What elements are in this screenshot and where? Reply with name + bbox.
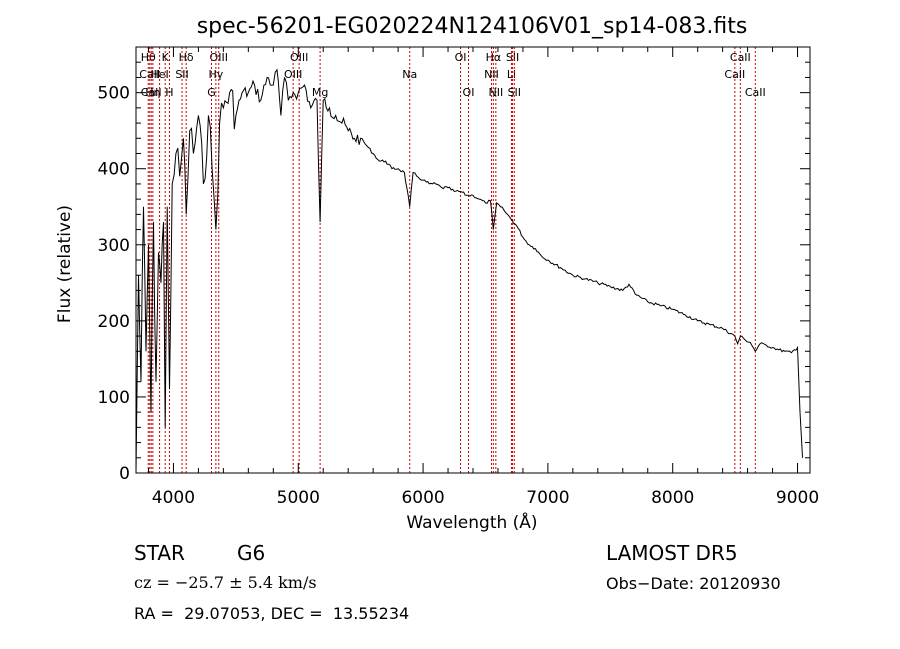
x-tick-label-3: 7000 [526, 488, 569, 508]
y-tick-label-4: 400 [98, 160, 130, 180]
y-axis-label: Flux (relative) [55, 205, 75, 323]
chart-title: spec-56201-EG020224N124106V01_sp14-083.f… [197, 14, 748, 39]
coordinates: RA = 29.07053, DEC = 13.55234 [134, 604, 410, 623]
y-tick-label-5: 500 [98, 84, 130, 104]
axis-ticks: 4000 5000 6000 7000 8000 9000 0 100 200 300 400 500 [98, 47, 819, 508]
line-label-3: Hη [145, 86, 160, 99]
x-tick-label-1: 5000 [277, 488, 320, 508]
emission-line-markers: HθCaIICaIIHηKHeIHHδSIIOIIIHγGOIIIOIIIMgN… [139, 47, 766, 473]
line-label-26: CaII [745, 86, 766, 99]
line-label-20: NII [488, 86, 503, 99]
line-label-12: OIII [290, 51, 308, 64]
line-label-7: Hδ [179, 51, 194, 64]
line-label-5: HeI [150, 68, 168, 81]
redshift-velocity: cz = −25.7 ± 5.4 km/s [134, 573, 317, 592]
spectrum-series [135, 68, 803, 474]
object-class: STAR [134, 541, 185, 565]
line-label-25: CaII [724, 68, 745, 81]
line-label-22: Li [507, 68, 516, 81]
y-tick-label-0: 0 [119, 464, 130, 484]
line-label-21: SII [506, 51, 519, 64]
line-label-11: G [207, 86, 216, 99]
line-label-9: OIII [210, 51, 228, 64]
line-label-13: OIII [284, 68, 302, 81]
x-tick-label-0: 4000 [152, 488, 195, 508]
line-label-18: Hα [486, 51, 502, 64]
line-label-17: OI [463, 86, 475, 99]
y-tick-label-1: 100 [98, 388, 130, 408]
observation-date: Obs−Date: 20120930 [606, 574, 781, 593]
line-label-6: H [165, 86, 173, 99]
line-label-16: OI [455, 51, 467, 64]
survey-name: LAMOST DR5 [606, 541, 738, 565]
x-tick-label-5: 9000 [776, 488, 819, 508]
x-tick-label-4: 8000 [651, 488, 694, 508]
line-label-0: Hθ [141, 51, 156, 64]
line-label-19: NII [484, 68, 499, 81]
line-label-2: CaII [141, 86, 162, 99]
line-label-14: Mg [312, 86, 328, 99]
line-label-10: Hγ [208, 68, 223, 81]
line-label-8: SII [175, 68, 188, 81]
line-label-24: CaII [730, 51, 751, 64]
x-axis-label: Wavelength (Å) [406, 511, 537, 533]
line-label-15: Na [402, 68, 417, 81]
spectrum-line-0 [135, 68, 803, 474]
subclass: G6 [237, 541, 266, 565]
x-tick-label-2: 6000 [401, 488, 444, 508]
line-label-4: K [162, 51, 170, 64]
line-label-1: CaII [139, 68, 160, 81]
line-label-23: SII [508, 86, 521, 99]
y-tick-label-3: 300 [98, 236, 130, 256]
y-tick-label-2: 200 [98, 312, 130, 332]
